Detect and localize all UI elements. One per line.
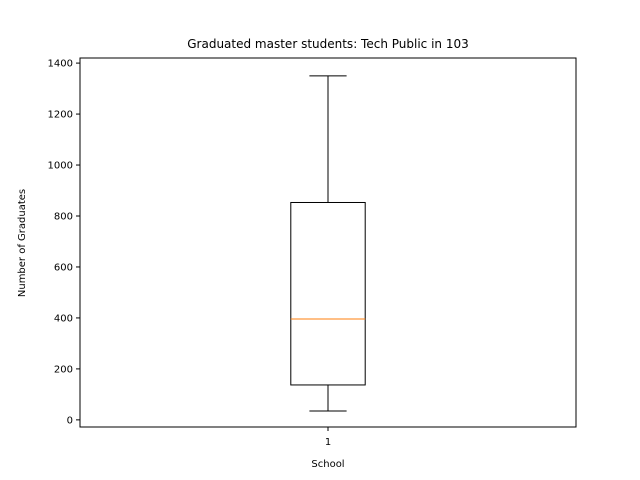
y-tick-label: 600 (54, 262, 73, 273)
chart-title: Graduated master students: Tech Public i… (187, 37, 468, 51)
y-tick-label: 200 (54, 364, 73, 375)
y-tick-label: 1400 (48, 59, 73, 70)
x-axis-label: School (311, 459, 344, 470)
iqr-box (290, 201, 366, 386)
y-tick-label: 0 (67, 415, 73, 426)
y-tick-label: 400 (54, 313, 73, 324)
y-tick-label: 800 (54, 211, 73, 222)
x-tick-label: 1 (325, 437, 331, 448)
plot-area: 0 200 400 600 800 1000 1200 1400 1 (48, 57, 577, 448)
y-axis-label: Number of Graduates (17, 189, 28, 297)
y-tick-label: 1000 (48, 161, 73, 172)
y-tick-label: 1200 (48, 110, 73, 121)
